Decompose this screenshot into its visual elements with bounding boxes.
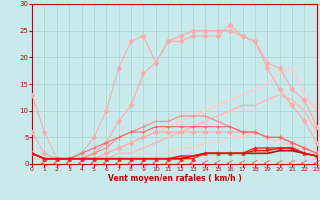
X-axis label: Vent moyen/en rafales ( km/h ): Vent moyen/en rafales ( km/h ) <box>108 174 241 183</box>
